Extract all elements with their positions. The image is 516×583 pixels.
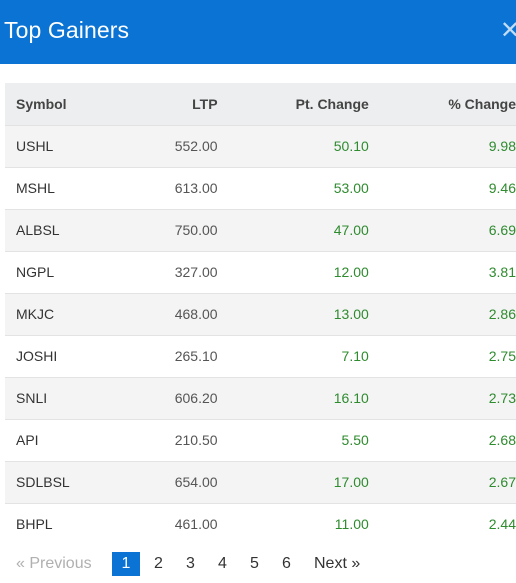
cell-symbol: JOSHI [5, 334, 128, 377]
cell-symbol: BHPL [5, 502, 128, 545]
table-row[interactable]: SDLBSL 654.00 17.00 2.67 [5, 460, 516, 503]
pagination-page-4[interactable]: 4 [218, 555, 227, 572]
cell-ltp: 461.00 [127, 502, 218, 545]
modal-header: Top Gainers ✕ [0, 0, 516, 64]
cell-ltp: 750.00 [127, 208, 218, 251]
cell-pct-change: 9.98 [368, 124, 516, 167]
gainers-table-container: Symbol LTP Pt. Change % Change USHL 552.… [5, 83, 516, 545]
cell-pt-change: 16.10 [217, 376, 369, 419]
cell-pct-change: 9.46 [368, 166, 516, 209]
cell-ltp: 613.00 [127, 166, 218, 209]
cell-pct-change: 2.67 [368, 460, 516, 503]
cell-symbol: API [5, 418, 128, 461]
cell-ltp: 210.50 [127, 418, 218, 461]
column-header-pct-change[interactable]: % Change [368, 83, 516, 126]
cell-pt-change: 7.10 [217, 334, 369, 377]
cell-pt-change: 17.00 [217, 460, 369, 503]
pagination-page-2[interactable]: 2 [154, 555, 163, 572]
cell-pct-change: 2.44 [368, 502, 516, 545]
table-row[interactable]: USHL 552.00 50.10 9.98 [5, 124, 516, 167]
table-row[interactable]: NGPL 327.00 12.00 3.81 [5, 250, 516, 293]
cell-pt-change: 13.00 [217, 292, 369, 335]
cell-ltp: 468.00 [127, 292, 218, 335]
table-row[interactable]: ALBSL 750.00 47.00 6.69 [5, 208, 516, 251]
cell-symbol: NGPL [5, 250, 128, 293]
table-header-row: Symbol LTP Pt. Change % Change [5, 83, 516, 126]
cell-pct-change: 2.86 [368, 292, 516, 335]
table-row[interactable]: SNLI 606.20 16.10 2.73 [5, 376, 516, 419]
gainers-table: Symbol LTP Pt. Change % Change USHL 552.… [5, 83, 516, 545]
table-row[interactable]: BHPL 461.00 11.00 2.44 [5, 502, 516, 545]
cell-pt-change: 47.00 [217, 208, 369, 251]
cell-pct-change: 2.73 [368, 376, 516, 419]
cell-pt-change: 53.00 [217, 166, 369, 209]
modal-title: Top Gainers [4, 17, 130, 43]
column-header-symbol[interactable]: Symbol [5, 83, 128, 126]
cell-symbol: ALBSL [5, 208, 128, 251]
cell-ltp: 654.00 [127, 460, 218, 503]
cell-symbol: USHL [5, 124, 128, 167]
cell-symbol: MSHL [5, 166, 128, 209]
pagination-page-1[interactable]: 1 [112, 552, 140, 576]
cell-pt-change: 5.50 [217, 418, 369, 461]
pagination-page-6[interactable]: 6 [282, 555, 291, 572]
pagination-page-3[interactable]: 3 [186, 555, 195, 572]
cell-pct-change: 2.68 [368, 418, 516, 461]
cell-ltp: 606.20 [127, 376, 218, 419]
cell-pct-change: 3.81 [368, 250, 516, 293]
cell-symbol: MKJC [5, 292, 128, 335]
cell-pct-change: 6.69 [368, 208, 516, 251]
cell-pt-change: 11.00 [217, 502, 369, 545]
table-row[interactable]: JOSHI 265.10 7.10 2.75 [5, 334, 516, 377]
close-icon[interactable]: ✕ [500, 18, 516, 44]
cell-pt-change: 12.00 [217, 250, 369, 293]
cell-ltp: 552.00 [127, 124, 218, 167]
table-row[interactable]: MKJC 468.00 13.00 2.86 [5, 292, 516, 335]
cell-symbol: SDLBSL [5, 460, 128, 503]
cell-symbol: SNLI [5, 376, 128, 419]
cell-ltp: 265.10 [127, 334, 218, 377]
cell-ltp: 327.00 [127, 250, 218, 293]
table-row[interactable]: API 210.50 5.50 2.68 [5, 418, 516, 461]
table-row[interactable]: MSHL 613.00 53.00 9.46 [5, 166, 516, 209]
pagination-previous[interactable]: « Previous [16, 555, 92, 572]
pagination-page-5[interactable]: 5 [250, 555, 259, 572]
column-header-pt-change[interactable]: Pt. Change [217, 83, 369, 126]
pagination: « Previous 1 2 3 4 5 6 Next » [0, 551, 516, 577]
cell-pct-change: 2.75 [368, 334, 516, 377]
column-header-ltp[interactable]: LTP [127, 83, 218, 126]
pagination-next[interactable]: Next » [314, 555, 361, 572]
cell-pt-change: 50.10 [217, 124, 369, 167]
